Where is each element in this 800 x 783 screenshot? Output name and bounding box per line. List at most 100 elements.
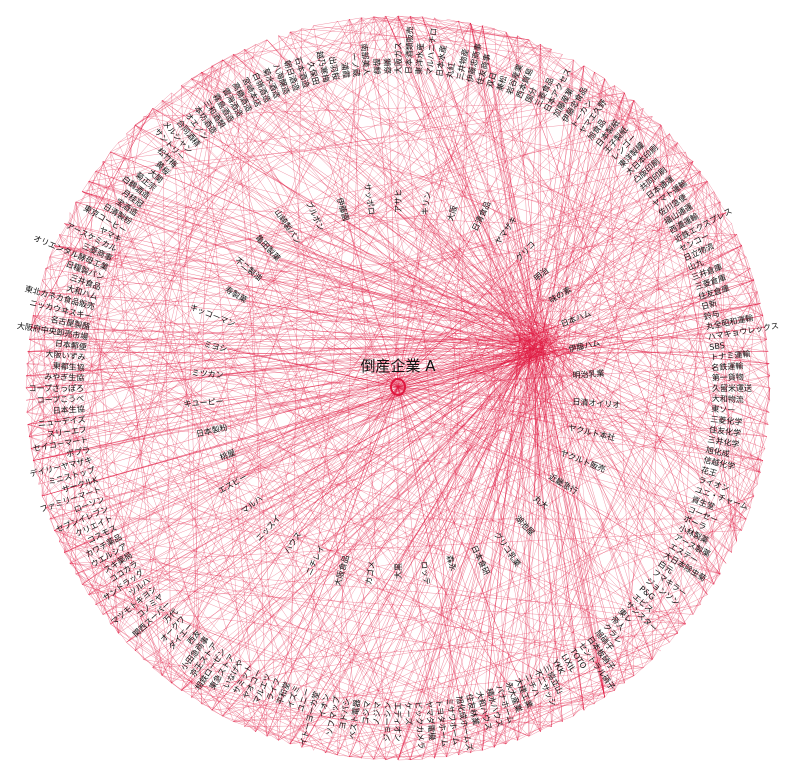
inner-node-label[interactable]: 大黒 [393,563,403,579]
outer-node-label[interactable]: 第一貨物 [712,372,744,383]
inner-node-label[interactable]: アサヒ [394,189,403,213]
outer-node-label[interactable]: 日本水産 [434,44,448,77]
edge [278,65,585,517]
center-node[interactable] [390,378,406,396]
outer-node-label[interactable]: 久留米運送 [712,383,752,393]
edge [446,18,507,33]
outer-node-label[interactable]: ビックカメラ [414,701,426,749]
edge [49,256,163,676]
edge [223,348,544,402]
inner-node-label[interactable]: 日清オイリオ [572,396,621,410]
edge [211,65,553,336]
inner-node-label[interactable]: 森永 [445,554,459,572]
edge [397,161,694,761]
outer-node-label[interactable]: 兼松 [494,74,509,92]
edge [572,161,694,402]
edge [30,358,525,449]
outer-node-label[interactable]: コジマ [361,700,372,725]
edge [25,387,411,760]
inner-node-label[interactable]: キユーピー [183,397,224,409]
outer-node-label[interactable]: ヤマダ電機 [424,700,438,741]
outer-node-label[interactable]: 鈴与 [703,308,721,321]
outer-node-label[interactable]: 一ノ蔵 [349,52,362,77]
outer-node-label[interactable]: SBS [709,341,726,352]
outer-node-label[interactable]: 三菱化学 [710,414,743,427]
outer-node-label[interactable]: 丸紅 [444,62,456,79]
edge [59,39,530,542]
edge [171,22,471,684]
outer-node-label[interactable]: 旭化成 [705,444,730,459]
outer-node-label[interactable]: 日本酒類販売 [403,26,415,74]
outer-node-label[interactable]: 名鉄運輸 [711,360,744,372]
outer-node-label[interactable]: ニューデイズ [37,414,86,429]
outer-node-label[interactable]: 双日 [485,71,498,89]
edge [30,331,560,449]
edge [27,351,526,356]
edge [321,386,399,546]
inner-node-label[interactable]: ミツカン [191,368,224,379]
inner-node-label[interactable]: ロッテ [419,561,431,586]
inner-node-label[interactable]: 丸大 [532,493,551,511]
inner-node-label[interactable]: ニチレイ [304,544,326,577]
outer-node-label[interactable]: 日新 [700,298,718,312]
inner-node-label[interactable]: カゴメ [363,560,376,585]
edge [152,15,399,668]
inner-node-label[interactable]: 湖池屋 [513,513,537,537]
edge [516,259,530,737]
inner-node-label[interactable]: 不二製油 [233,255,264,283]
outer-node-label[interactable]: ケーズ [403,702,414,726]
edge [536,354,541,732]
outer-node-label[interactable]: エディオン [393,702,403,741]
edge [337,754,374,760]
inner-node-label[interactable]: 日本食研 [469,544,492,577]
outer-node-label[interactable]: 大和物流 [712,393,744,404]
edge [521,133,670,330]
edge [731,223,771,376]
edge [81,278,536,585]
outer-node-label[interactable]: 東都生協 [52,360,85,372]
edge [550,334,747,520]
inner-node-label[interactable]: 寿製菓 [223,284,249,305]
edge [594,375,771,705]
outer-node-label[interactable]: 出羽桜 [327,55,341,80]
edge [161,100,459,756]
outer-node-label[interactable]: 東洋水産 [414,42,426,75]
outer-node-label[interactable]: 花王 [700,464,718,478]
inner-node-label[interactable]: 大阪 [445,204,459,222]
edge [289,573,721,745]
outer-node-label[interactable]: 南部美人 [359,43,372,76]
outer-node-label[interactable]: 浦霞 [339,62,351,79]
outer-node-label[interactable]: ジョーシン [382,702,392,742]
outer-node-label[interactable]: トナミ運輸 [710,348,751,362]
inner-node-label[interactable]: キリン [420,191,432,216]
edge [278,532,300,741]
edge [553,327,686,625]
inner-node-label[interactable]: 明治乳業 [572,368,605,380]
outer-node-label[interactable]: コープさっぽろ [28,384,84,393]
edge [540,351,747,520]
outer-node-label[interactable]: 酔鯨 [371,58,382,75]
edge [397,386,471,753]
edge [397,35,518,388]
edge [373,16,701,605]
outer-node-label[interactable]: 東ソー [711,404,736,416]
edge [397,212,727,388]
outer-node-label[interactable]: みやぎ生協 [44,371,84,382]
edge [532,351,769,353]
edge [522,332,758,485]
outer-node-label[interactable]: 大阪ガス [393,42,403,74]
edge [181,85,202,704]
edge [409,326,530,760]
inner-node-label[interactable]: キッコーマン [189,303,237,329]
edge [410,675,635,761]
edge [222,59,751,269]
outer-node-label[interactable]: 大阪いずみ [45,348,86,362]
edge [29,268,751,340]
outer-node-label[interactable]: 日本生協 [52,404,85,416]
edge [434,23,471,759]
outer-node-label[interactable]: コープこうべ [37,394,85,405]
outer-node-label[interactable]: 住友化学 [709,424,742,438]
outer-node-label[interactable]: ノジマ [372,701,383,726]
outer-node-label[interactable]: 獺祭 [382,58,393,74]
outer-node-label[interactable]: 日本郵便 [54,338,87,352]
